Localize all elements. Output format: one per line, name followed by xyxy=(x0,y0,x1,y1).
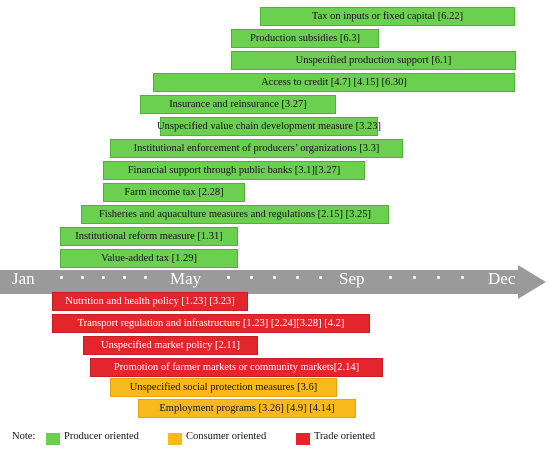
timeline-dot xyxy=(250,276,253,279)
timeline-dot xyxy=(389,276,392,279)
measure-label: Institutional enforcement of producers’ … xyxy=(133,143,380,154)
measure-label: Value-added tax [1.29] xyxy=(101,253,197,264)
measure-bar: Insurance and reinsurance [3.27] xyxy=(140,95,336,114)
timeline-dot xyxy=(273,276,276,279)
measure-label: Insurance and reinsurance [3.27] xyxy=(169,99,307,110)
timeline-dot xyxy=(60,276,63,279)
measure-label: Production subsidies [6.3] xyxy=(250,33,360,44)
measure-bar: Tax on inputs or fixed capital [6.22] xyxy=(260,7,515,26)
measure-label: Unspecified value chain development meas… xyxy=(157,121,381,132)
timeline-arrow xyxy=(0,265,546,299)
measure-label: Access to credit [4.7] [4.15] [6.30] xyxy=(261,77,407,88)
measure-bar: Fisheries and aquaculture measures and r… xyxy=(81,205,389,224)
timeline-dot xyxy=(296,276,299,279)
measure-bar: Unspecified production support [6.1] xyxy=(231,51,516,70)
measure-label: Unspecified production support [6.1] xyxy=(295,55,452,66)
month-label-sep: Sep xyxy=(339,269,365,288)
measure-bar: Promotion of farmer markets or community… xyxy=(90,358,383,377)
timeline-arrow-shape xyxy=(0,265,546,299)
measure-bar: Financial support through public banks [… xyxy=(103,161,365,180)
measure-label: Unspecified social protection measures [… xyxy=(129,382,318,393)
measure-bar: Unspecified social protection measures [… xyxy=(110,378,337,397)
measure-bar: Access to credit [4.7] [4.15] [6.30] xyxy=(153,73,515,92)
measure-label: Financial support through public banks [… xyxy=(127,165,341,176)
measure-bar: Transport regulation and infrastructure … xyxy=(52,314,370,333)
legend-note: Note: xyxy=(12,431,36,442)
legend-swatch-consumer xyxy=(168,433,182,445)
month-label-jan: Jan xyxy=(12,269,35,288)
measure-label: Nutrition and health policy [1.23] [3.23… xyxy=(65,296,235,307)
measure-label: Farm income tax [2.28] xyxy=(124,187,224,198)
measure-label: Fisheries and aquaculture measures and r… xyxy=(98,209,372,220)
measure-bar: Employment programs [3.26] [4.9] [4.14] xyxy=(138,399,356,418)
legend-label-producer: Producer oriented xyxy=(64,431,139,442)
measure-bar: Nutrition and health policy [1.23] [3.23… xyxy=(52,292,248,311)
measure-bar: Unspecified value chain development meas… xyxy=(157,117,381,136)
timeline-dot xyxy=(227,276,230,279)
timeline-dot xyxy=(81,276,84,279)
measure-label: Institutional reform measure [1.31] xyxy=(75,231,223,242)
measure-label: Unspecified market policy [2.11] xyxy=(101,340,240,351)
timeline-dot xyxy=(319,276,322,279)
measure-label: Transport regulation and infrastructure … xyxy=(77,318,345,329)
measure-bar: Production subsidies [6.3] xyxy=(231,29,379,48)
measure-bar: Value-added tax [1.29] xyxy=(60,249,238,268)
measure-label: Promotion of farmer markets or community… xyxy=(113,362,360,373)
legend-swatch-trade xyxy=(296,433,310,445)
timeline-dot xyxy=(461,276,464,279)
timeline-dot xyxy=(144,276,147,279)
measure-bar: Institutional enforcement of producers’ … xyxy=(110,139,403,158)
timeline-dot xyxy=(413,276,416,279)
legend-label-trade: Trade oriented xyxy=(314,431,376,442)
measure-bar: Institutional reform measure [1.31] xyxy=(60,227,238,246)
month-label-dec: Dec xyxy=(488,269,516,288)
timeline-dot xyxy=(123,276,126,279)
measure-label: Employment programs [3.26] [4.9] [4.14] xyxy=(159,403,335,414)
measure-bar: Unspecified market policy [2.11] xyxy=(83,336,258,355)
legend-swatch-producer xyxy=(46,433,60,445)
legend-label-consumer: Consumer oriented xyxy=(186,431,267,442)
measure-bar: Farm income tax [2.28] xyxy=(103,183,245,202)
month-label-may: May xyxy=(170,269,202,288)
timeline-dot xyxy=(437,276,440,279)
timeline-dot xyxy=(102,276,105,279)
measure-label: Tax on inputs or fixed capital [6.22] xyxy=(311,11,464,22)
